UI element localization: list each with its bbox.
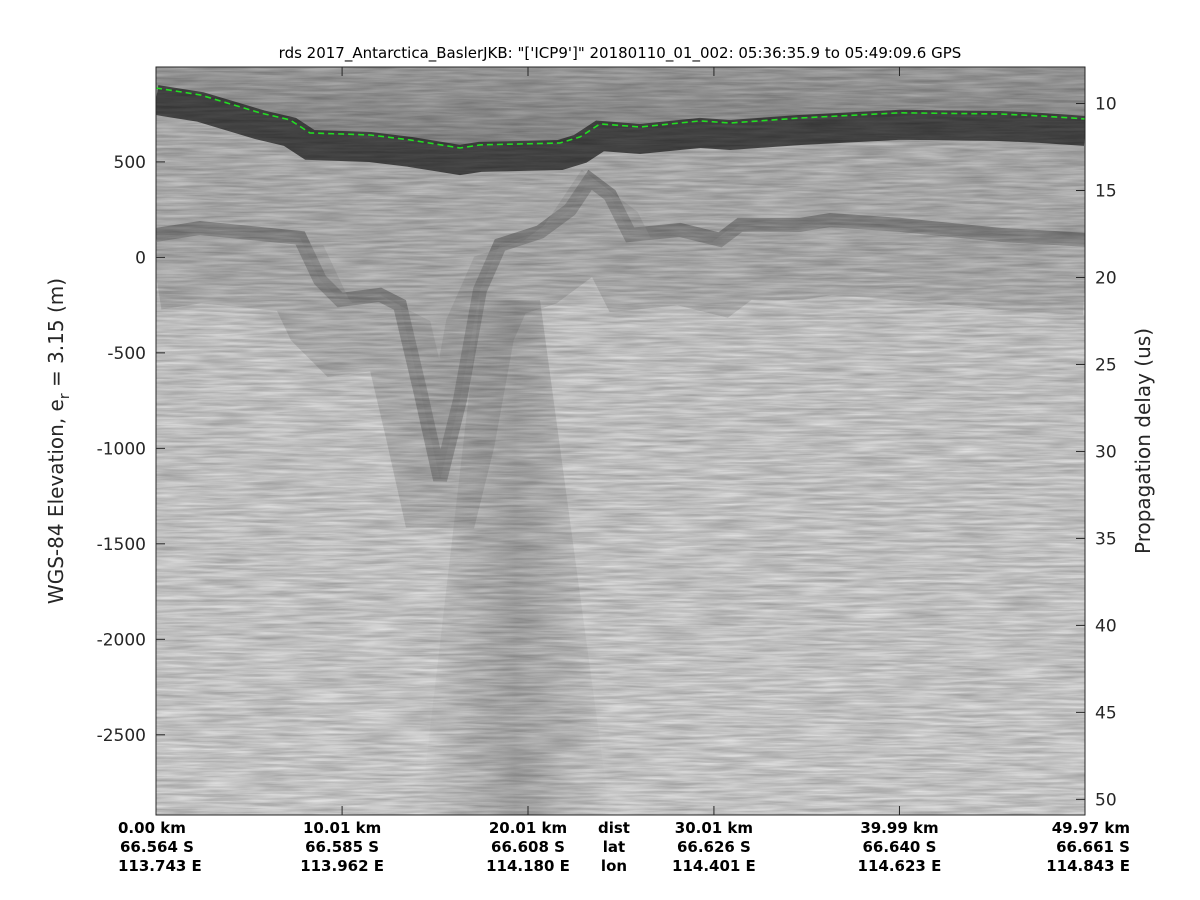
- right-axis-label: Propagation delay (us): [1131, 328, 1155, 554]
- x-tick-dist: 10.01 km: [303, 819, 381, 837]
- x-tick-lat: 66.661 S: [1056, 838, 1130, 856]
- x-tick-lon: 114.401 E: [672, 857, 756, 875]
- right-tick-label: 15: [1095, 182, 1117, 202]
- right-tick-label: 35: [1095, 529, 1117, 549]
- right-tick-label: 30: [1095, 442, 1117, 462]
- x-tick-dist: 20.01 km: [489, 819, 567, 837]
- x-tick-lat: 66.585 S: [305, 838, 379, 856]
- left-tick-label: 0: [135, 248, 146, 268]
- radargram-image: [156, 67, 1085, 815]
- x-tick-lat: 66.640 S: [862, 838, 936, 856]
- x-tick-lon: 114.180 E: [486, 857, 570, 875]
- left-tick-label: -2000: [97, 630, 146, 650]
- right-tick-label: 10: [1095, 95, 1117, 115]
- x-tick-lat: 66.608 S: [491, 838, 565, 856]
- x-tick-lon: 114.843 E: [1046, 857, 1130, 875]
- x-tick-dist: 39.99 km: [860, 819, 938, 837]
- x-tick-dist: 0.00 km: [118, 819, 186, 837]
- surface-pick-line: [156, 87, 1085, 149]
- x-tick-lon: 113.962 E: [300, 857, 384, 875]
- left-tick-label: -1500: [97, 535, 146, 555]
- right-tick-label: 50: [1095, 790, 1117, 810]
- left-axis-label: WGS-84 Elevation, er = 3.15 (m): [44, 278, 73, 604]
- chart-title: rds 2017_Antarctica_BaslerJKB: "['ICP9']…: [279, 44, 962, 63]
- left-tick-label: 500: [114, 153, 146, 173]
- x-tick-dist: 30.01 km: [675, 819, 753, 837]
- plot-frame: [155, 66, 1086, 816]
- left-tick-label: -1000: [97, 439, 146, 459]
- right-tick-label: 40: [1095, 616, 1117, 636]
- right-tick-label: 45: [1095, 703, 1117, 723]
- x-tick-lon: 113.743 E: [118, 857, 202, 875]
- row-label-lon: lon: [601, 857, 627, 875]
- x-tick-lat: 66.626 S: [677, 838, 751, 856]
- right-tick-label: 20: [1095, 268, 1117, 288]
- x-tick-dist: 49.97 km: [1052, 819, 1130, 837]
- x-tick-lon: 114.623 E: [858, 857, 942, 875]
- row-label-lat: lat: [603, 838, 625, 856]
- row-label-dist: dist: [598, 819, 630, 837]
- x-tick-lat: 66.564 S: [120, 838, 194, 856]
- right-tick-label: 25: [1095, 355, 1117, 375]
- left-tick-label: -500: [107, 344, 146, 364]
- speckle-noise: [156, 67, 1085, 815]
- left-tick-label: -2500: [97, 726, 146, 746]
